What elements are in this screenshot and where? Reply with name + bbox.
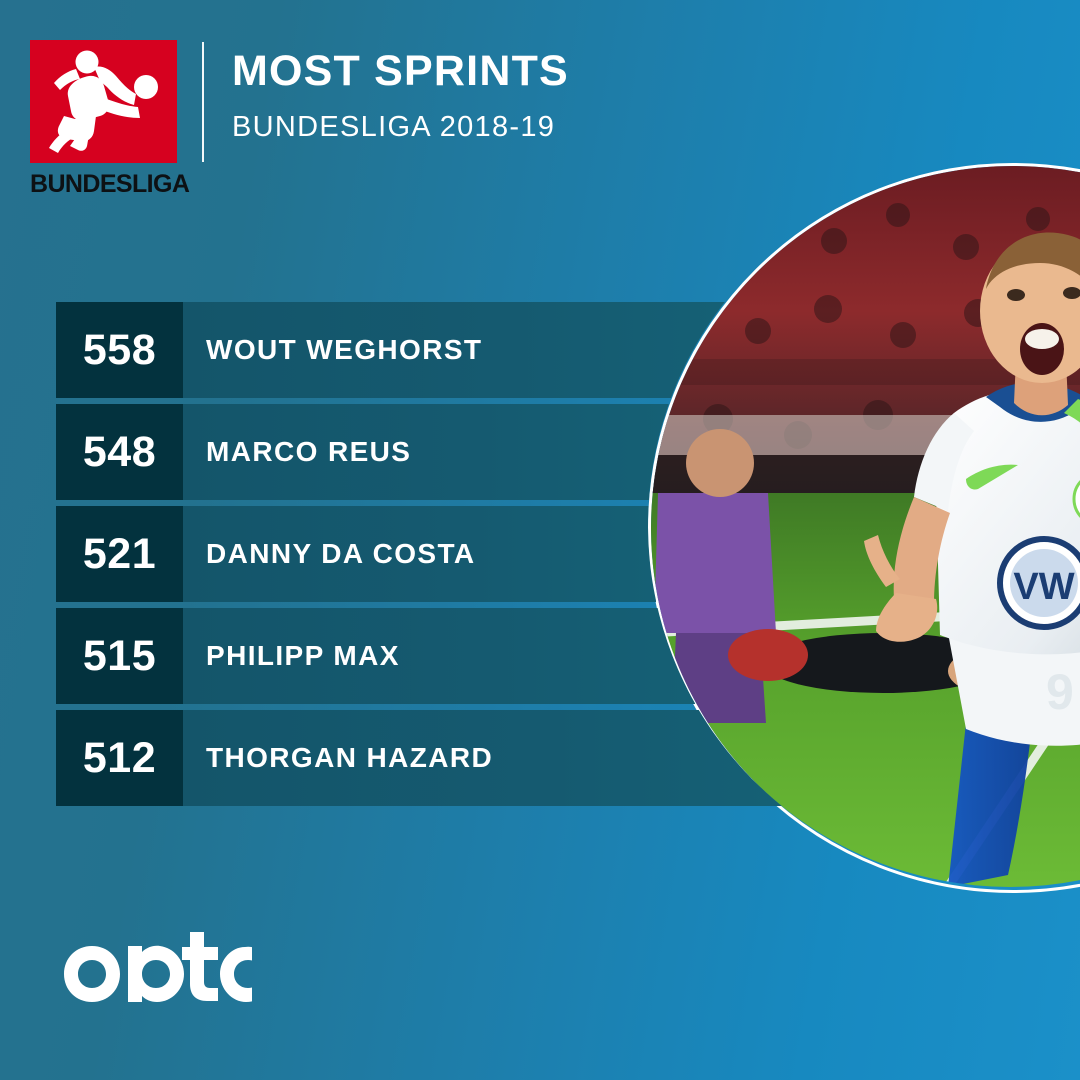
header-divider xyxy=(202,42,204,162)
bundesliga-wordmark: BUNDESLIGA xyxy=(30,170,190,198)
opta-logo xyxy=(62,930,276,1022)
bundesliga-player-icon xyxy=(30,40,177,163)
header: BUNDESLIGA MOST SPRINTS BUNDESLIGA 2018-… xyxy=(30,40,569,197)
name-cell xyxy=(183,404,669,500)
sprint-count: 515 xyxy=(82,631,157,680)
player-name: PHILIPP MAX xyxy=(206,640,400,671)
player-name: DANNY DA COSTA xyxy=(206,538,476,569)
ranking-list: 558 WOUT WEGHORST 548 MARCO REUS 521 DANNY DA… xyxy=(56,302,1080,806)
table-row: 558 WOUT WEGHORST xyxy=(56,302,1080,398)
player-photo: 9 W xyxy=(648,163,1080,893)
name-cell xyxy=(183,608,696,704)
player-photo-inner: 9 W xyxy=(651,166,1080,887)
table-row: 512 THORGAN HAZARD xyxy=(56,710,1080,806)
value-cell xyxy=(56,608,183,704)
sprint-count: 512 xyxy=(82,733,157,782)
value-cell xyxy=(56,404,183,500)
value-cell xyxy=(56,302,183,398)
bundesliga-logo: BUNDESLIGA xyxy=(30,40,190,198)
page-title: MOST SPRINTS xyxy=(232,47,569,95)
player-name: MARCO REUS xyxy=(206,436,412,467)
table-row: 521 DANNY DA COSTA xyxy=(56,506,1080,602)
page-subtitle: BUNDESLIGA 2018-19 xyxy=(232,111,556,143)
value-cell xyxy=(56,710,183,806)
sprint-count: 548 xyxy=(82,427,157,476)
name-cell xyxy=(183,710,782,806)
sprint-count: 558 xyxy=(82,325,157,374)
player-name: THORGAN HAZARD xyxy=(206,742,494,773)
value-cell xyxy=(56,506,183,602)
table-row: 515 PHILIPP MAX xyxy=(56,608,1080,704)
svg-text:VW: VW xyxy=(1013,566,1074,608)
name-cell xyxy=(183,302,725,398)
player-name: WOUT WEGHORST xyxy=(206,334,483,365)
name-cell xyxy=(183,506,657,602)
table-row: 548 MARCO REUS xyxy=(56,404,1080,500)
svg-text:9: 9 xyxy=(1046,664,1074,720)
sprint-count: 521 xyxy=(82,529,157,578)
title-block: MOST SPRINTS BUNDESLIGA 2018-19 xyxy=(232,40,569,142)
